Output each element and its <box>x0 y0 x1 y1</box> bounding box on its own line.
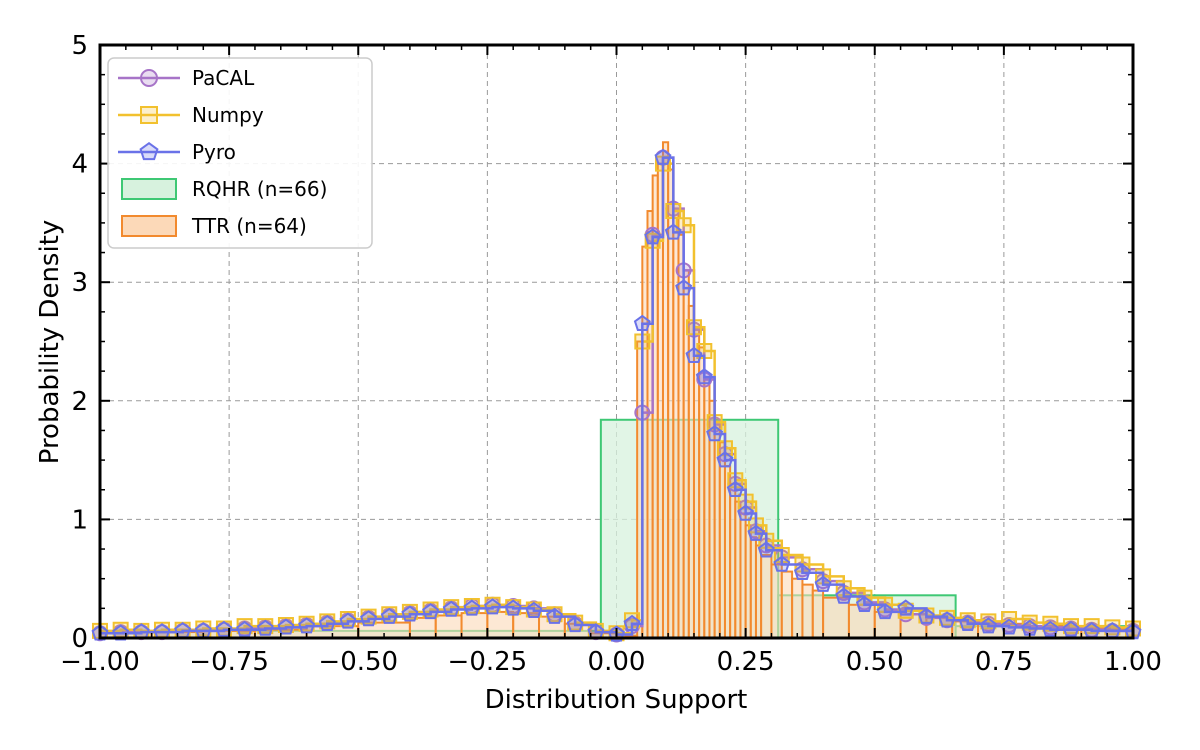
pyro-point <box>695 368 713 385</box>
pyro-point <box>855 595 873 613</box>
pyro-point <box>1041 620 1059 637</box>
pyro-point <box>644 228 662 245</box>
pyro-point <box>256 619 274 636</box>
legend-label: PaCAL <box>192 66 255 90</box>
pyro-point <box>360 610 378 627</box>
pyro-point <box>726 480 744 497</box>
legend-marker <box>140 106 158 124</box>
legend-item: PaCAL <box>118 66 255 90</box>
y-tick-label: 1 <box>71 505 88 535</box>
pyro-point <box>757 541 775 558</box>
ttr-bar <box>760 553 773 639</box>
ttr-bar <box>822 596 850 640</box>
pyro-point <box>1062 620 1080 637</box>
pyro-point <box>318 614 336 631</box>
series-lines <box>91 148 1142 643</box>
ttr-bar <box>770 563 783 640</box>
pyro-point <box>706 425 724 442</box>
x-tick-label: −0.75 <box>189 647 269 677</box>
pyro-point <box>793 563 811 580</box>
x-tick-label: 0.75 <box>975 647 1033 677</box>
ttr-bar <box>801 583 814 640</box>
pyro-point <box>525 601 543 618</box>
ttr-bar <box>486 610 515 640</box>
pyro-point <box>504 599 522 616</box>
pyro-point <box>215 620 233 637</box>
pyro-point <box>442 600 460 617</box>
pyro-point <box>773 555 791 572</box>
legend-label: TTR (n=64) <box>191 214 307 238</box>
x-tick-label: −0.50 <box>318 647 398 677</box>
pyro-point <box>623 614 641 631</box>
x-tick-label: 0.50 <box>846 647 904 677</box>
x-axis-label: Distribution Support <box>485 685 748 715</box>
pyro-line <box>100 156 1135 636</box>
ttr-bar <box>811 589 825 639</box>
legend-frame <box>107 57 373 249</box>
pyro-point <box>422 602 440 620</box>
ttr-bar <box>780 570 794 639</box>
x-tick-label: −0.25 <box>448 647 528 677</box>
legend-swatch <box>121 178 177 200</box>
pyro-point <box>747 524 765 541</box>
pyro-point <box>737 504 755 521</box>
y-tick-label: 2 <box>71 387 88 417</box>
y-axis-label: Probability Density <box>35 220 65 465</box>
legend-item: Pyro <box>118 140 236 164</box>
legend-label: Numpy <box>192 103 264 127</box>
x-tick-label: 0.00 <box>588 647 646 677</box>
ttr-bar <box>791 577 804 640</box>
y-tick-label: 0 <box>71 624 88 654</box>
pyro-point <box>716 451 734 468</box>
ticks: −1.00 −0.75 −0.50 −0.25 0.00 0.25 0.50 0.75 1.00… <box>60 31 1162 677</box>
y-tick-label: 3 <box>71 268 88 298</box>
pyro-point <box>917 607 935 624</box>
pyro-point <box>484 598 502 615</box>
y-tick-label: 4 <box>71 150 88 180</box>
pyro-point <box>979 617 997 634</box>
pyro-point <box>566 616 584 633</box>
pyro-point <box>835 587 853 604</box>
x-tick-label: 0.25 <box>717 647 775 677</box>
pyro-point <box>675 279 693 296</box>
legend: PaCAL Numpy Pyro RQHR (n=66) TTR (n=64) <box>107 57 373 249</box>
legend-marker <box>139 141 159 161</box>
pyro-point <box>380 607 398 624</box>
ttr-bar <box>460 612 489 639</box>
pyro-point <box>339 612 357 629</box>
legend-swatch <box>121 215 177 237</box>
legend-marker <box>140 69 158 87</box>
pyro-point <box>298 617 316 634</box>
pyro-point <box>664 223 682 240</box>
ttr-bar <box>434 614 463 640</box>
y-tick-label: 5 <box>71 31 88 61</box>
pyro-point <box>654 148 672 165</box>
pyro-point <box>546 607 564 624</box>
pyro-point <box>236 620 254 637</box>
legend-item: TTR (n=64) <box>121 214 307 238</box>
pyro-point <box>1000 618 1018 635</box>
pyro-point <box>897 599 915 616</box>
pyro-point <box>463 599 481 616</box>
x-tick-label: −1.00 <box>60 647 140 677</box>
pyro-point <box>401 605 419 622</box>
pyro-point <box>814 575 832 592</box>
legend-item: RQHR (n=66) <box>121 177 327 201</box>
rqhr-histogram <box>99 418 1135 640</box>
pyro-point <box>959 614 977 631</box>
x-tick-label: 1.00 <box>1104 647 1162 677</box>
legend-item: Numpy <box>118 103 264 127</box>
pyro-point <box>277 618 295 635</box>
pyro-point <box>876 602 894 620</box>
legend-label: Pyro <box>192 140 236 164</box>
pyro-point <box>633 314 651 331</box>
pyro-point <box>685 346 703 363</box>
legend-label: RQHR (n=66) <box>192 177 327 201</box>
pyro-point <box>938 611 956 628</box>
